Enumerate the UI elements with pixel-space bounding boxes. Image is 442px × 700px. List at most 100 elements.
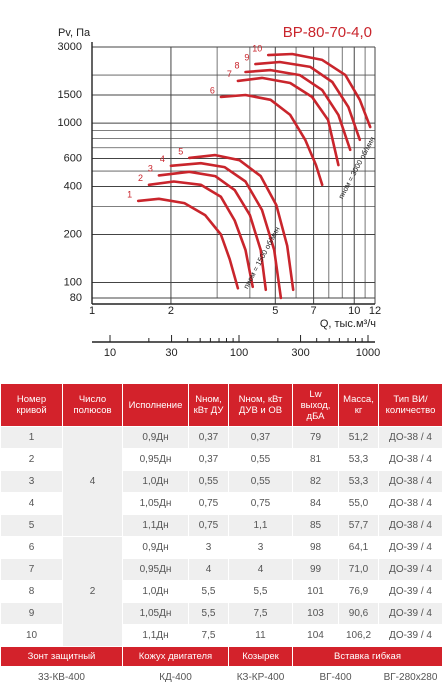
table-cell: 0,9Дн bbox=[122, 536, 189, 559]
table-cell: 51,2 bbox=[338, 426, 379, 449]
accessory-item: ВГ-280х280 bbox=[378, 666, 442, 689]
table-cell: ДО-39 / 4 bbox=[378, 558, 442, 581]
table-cell: 1,1 bbox=[228, 514, 293, 537]
curve-label: 2 bbox=[138, 173, 143, 183]
table-cell: 57,7 bbox=[338, 514, 379, 537]
table-cell: 98 bbox=[292, 536, 339, 559]
x-tick-label: 2 bbox=[168, 305, 174, 317]
curve bbox=[236, 76, 340, 167]
curve-label: 10 bbox=[252, 43, 262, 53]
table-cell: 106,2 bbox=[338, 624, 379, 647]
secondary-tick-label: 100 bbox=[230, 347, 248, 359]
table-cell: 1,0Дн bbox=[122, 580, 189, 603]
table-cell: 3 bbox=[188, 536, 229, 559]
y-tick-label: 3000 bbox=[58, 41, 82, 53]
curve-label: 9 bbox=[244, 52, 249, 62]
chart: ВР-80-70-4,0 Pv, Па Q, тыс.м³/ч 3000 1500… bbox=[58, 24, 382, 359]
table-cell: 1,05Дн bbox=[122, 492, 189, 515]
y-tick-label: 1500 bbox=[58, 89, 82, 101]
x-tick-label: 1 bbox=[89, 305, 95, 317]
table-cell: ДО-39 / 4 bbox=[378, 536, 442, 559]
table-cell: 55,0 bbox=[338, 492, 379, 515]
y-axis-label: Pv, Па bbox=[58, 27, 91, 39]
table-cell: ДО-39 / 4 bbox=[378, 580, 442, 603]
table-cell: 0,75 bbox=[188, 514, 229, 537]
header-cell: Тип ВИ/ количество bbox=[378, 383, 442, 427]
table-cell: 0,75 bbox=[188, 492, 229, 515]
table-cell: ДО-38 / 4 bbox=[378, 426, 442, 449]
table-cell: 0,37 bbox=[188, 426, 229, 449]
table-cell: 0,55 bbox=[188, 470, 229, 493]
header-cell: Номер кривой bbox=[0, 383, 63, 427]
curve-label: 3 bbox=[148, 164, 153, 174]
curve-label: 8 bbox=[235, 60, 240, 70]
table-cell: 1,1Дн bbox=[122, 514, 189, 537]
table-cell: 53,3 bbox=[338, 448, 379, 471]
table-cell: 5,5 bbox=[228, 580, 293, 603]
table-cell: 0,55 bbox=[228, 448, 293, 471]
chart-title: ВР-80-70-4,0 bbox=[283, 24, 372, 41]
table-row: 7 0,95Дн 4 4 99 71,0 ДО-39 / 4 bbox=[0, 558, 442, 581]
table-row: 3 1,0Дн 0,55 0,55 82 53,3 ДО-38 / 4 bbox=[0, 470, 442, 493]
accessory-item: КЗ-КР-400 bbox=[228, 666, 293, 689]
header-cell: Число полюсов bbox=[62, 383, 123, 427]
accessory-header: Зонт защитный bbox=[0, 646, 123, 667]
table-cell: 3 bbox=[228, 536, 293, 559]
table-cell: 103 bbox=[292, 602, 339, 625]
curve bbox=[266, 52, 372, 129]
table-cell: 10 bbox=[0, 624, 63, 647]
y-tick-label: 400 bbox=[64, 180, 82, 192]
table-cell: 7,5 bbox=[228, 602, 293, 625]
table-cell: 0,9Дн bbox=[122, 426, 189, 449]
table-cell: 5,5 bbox=[188, 602, 229, 625]
curve-label: 1 bbox=[127, 189, 132, 199]
x-tick-label: 10 bbox=[348, 305, 360, 317]
accessory-header-row: Зонт защитный Кожух двигателя Козырек Встав… bbox=[0, 646, 442, 667]
header-row: Номер кривой Число полюсов Исполнение Nном,… bbox=[0, 383, 442, 427]
table-cell: 9 bbox=[0, 602, 63, 625]
table-cell: 81 bbox=[292, 448, 339, 471]
table-cell: 7 bbox=[0, 558, 63, 581]
table-cell: ДО-38 / 4 bbox=[378, 514, 442, 537]
x-tick-label: 12 bbox=[369, 305, 381, 317]
table-row: 1 4 0,9Дн 0,37 0,37 79 51,2 ДО-38 / 4 bbox=[0, 426, 442, 537]
table-cell: 53,3 bbox=[338, 470, 379, 493]
accessory-item: ВГ-400 bbox=[292, 666, 379, 689]
table-cell: 0,95Дн bbox=[122, 448, 189, 471]
header-cell: Масса, кг bbox=[338, 383, 379, 427]
table-cell: 1,05Дн bbox=[122, 602, 189, 625]
table-cell: 85 bbox=[292, 514, 339, 537]
table-cell: ДО-39 / 4 bbox=[378, 624, 442, 647]
table-cell: 0,95Дн bbox=[122, 558, 189, 581]
accessory-row: 33-КВ-400 КД-400 КЗ-КР-400 ВГ-400 ВГ-280х280 bbox=[0, 666, 442, 689]
curve bbox=[136, 197, 240, 290]
table-cell: 8 bbox=[0, 580, 63, 603]
table-cell: 4 bbox=[188, 558, 229, 581]
secondary-tick-label: 1000 bbox=[356, 347, 380, 359]
table-cell: 2 bbox=[0, 448, 63, 471]
curve-label: 6 bbox=[210, 85, 215, 95]
curve bbox=[254, 60, 362, 142]
table-cell: 79 bbox=[292, 426, 339, 449]
accessory-header: Кожух двигателя bbox=[122, 646, 229, 667]
y-tick-label: 200 bbox=[64, 228, 82, 240]
table-cell: 0,37 bbox=[228, 426, 293, 449]
poles-cell: 4 bbox=[62, 426, 123, 537]
table-row: 5 1,1Дн 0,75 1,1 85 57,7 ДО-38 / 4 bbox=[0, 514, 442, 537]
accessory-header: Вставка гибкая bbox=[292, 646, 442, 667]
table-row: 2 0,95Дн 0,37 0,55 81 53,3 ДО-38 / 4 bbox=[0, 448, 442, 471]
y-tick-label: 1000 bbox=[58, 117, 82, 129]
secondary-tick-label: 10 bbox=[104, 347, 116, 359]
curve-label: 7 bbox=[227, 69, 232, 79]
poles-cell: 2 bbox=[62, 536, 123, 647]
table-cell: 99 bbox=[292, 558, 339, 581]
curve bbox=[219, 93, 324, 187]
curve bbox=[188, 153, 295, 292]
table-cell: 4 bbox=[0, 492, 63, 515]
curve-label: 4 bbox=[160, 154, 165, 164]
table-row: 10 1,1Дн 7,5 11 104 106,2 ДО-39 / 4 bbox=[0, 624, 442, 647]
x-tick-label: 7 bbox=[311, 305, 317, 317]
header-cell: Nном, кВт ДУВ и ОВ bbox=[228, 383, 293, 427]
table-cell: ДО-38 / 4 bbox=[378, 492, 442, 515]
